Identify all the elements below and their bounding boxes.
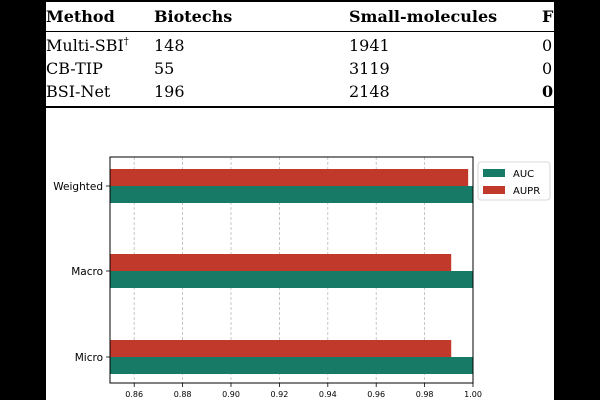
row-small-molecules: 2148 [349,82,390,101]
bar-auc-macro [110,271,473,288]
row-biotechs: 55 [154,59,175,78]
bar-aupr-weighted [110,169,469,186]
header-biotechs: Biotechs [154,7,233,26]
legend-label-auc: AUC [513,169,534,180]
row-extra: 0 [542,82,554,101]
table-bottom-rule [46,106,554,108]
x-tick-label: 0.90 [222,390,240,399]
paper-page: Method Biotechs Small-molecules F Multi-… [46,0,554,400]
row-small-molecules: 1941 [349,36,390,55]
category-label: Macro [71,266,103,278]
x-tick-label: 0.98 [416,390,434,399]
x-tick-label: 1.00 [464,390,482,399]
bar-auc-weighted [110,186,473,203]
header-small-molecules: Small-molecules [349,7,498,26]
row-biotechs: 196 [154,82,185,101]
plot-frame [109,156,474,384]
x-tick-label: 0.94 [319,390,337,399]
header-method: Method [46,7,115,26]
row-extra: 0 [542,59,553,78]
row-extra: 0 [542,36,553,55]
row-biotechs: 148 [154,36,185,55]
x-tick-label: 0.92 [270,390,288,399]
row-small-molecules: 3119 [349,59,390,78]
bar-aupr-macro [110,254,452,271]
table-top-rule [46,0,554,2]
category-label: Weighted [53,181,103,193]
bar-aupr-micro [110,340,452,357]
header-f: F [542,7,554,26]
legend-swatch-aupr [483,186,505,194]
legend-swatch-auc [483,169,505,177]
x-tick-label: 0.86 [125,390,143,399]
bar-chart: 0.86 0.88 0.90 0.92 0.94 0.96 0.98 1.00 Weighte… [53,156,551,399]
x-tick-label: 0.96 [367,390,385,399]
row-method: BSI-Net [46,82,111,101]
table-mid-rule [46,31,554,32]
row-method: Multi-SBI† [46,36,129,55]
category-label: Micro [75,352,103,364]
x-tick-label: 0.88 [174,390,192,399]
row-method: CB-TIP [46,59,103,78]
bar-auc-micro [110,357,473,374]
legend-label-aupr: AUPR [513,186,540,197]
